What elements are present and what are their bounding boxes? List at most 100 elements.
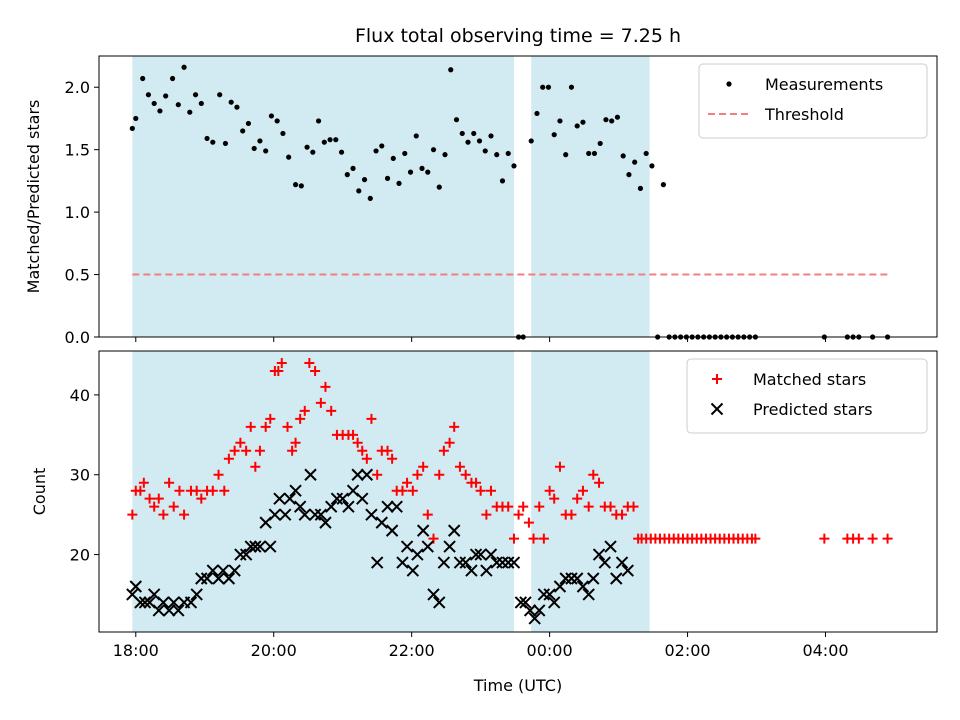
y-tick-label: 0.5 <box>65 266 90 285</box>
predicted-point <box>390 500 403 513</box>
predicted-point <box>167 596 180 609</box>
measurement-point <box>499 178 506 184</box>
chart-title: Flux total observing time = 7.25 h <box>355 25 681 47</box>
predicted-point <box>253 540 267 553</box>
measurement-point <box>407 169 414 175</box>
measurement-point <box>643 150 649 157</box>
measurement-point <box>609 118 615 124</box>
y-tick-label: 2.0 <box>65 78 90 97</box>
measurement-point <box>557 118 563 124</box>
measurement-point <box>379 143 385 149</box>
predicted-point <box>459 556 472 569</box>
measurement-point <box>327 137 333 143</box>
measurement-point <box>471 130 477 137</box>
measurement-point <box>204 135 210 142</box>
x-tick-label: 02:00 <box>664 641 710 660</box>
matched-point <box>617 509 628 520</box>
predicted-point <box>576 580 590 593</box>
measurement-point <box>563 152 569 158</box>
matched-point <box>407 485 418 496</box>
shaded-interval <box>531 56 650 337</box>
predicted-point <box>496 556 509 569</box>
predicted-point <box>336 492 349 505</box>
measurement-point <box>361 177 368 183</box>
predicted-point <box>381 500 394 513</box>
y-tick-label: 0.0 <box>65 328 90 347</box>
predicted-point <box>319 516 332 529</box>
measurement-point <box>356 188 362 194</box>
predicted-point <box>433 596 446 609</box>
predicted-point <box>268 508 282 521</box>
legend-label: Threshold <box>764 105 844 124</box>
measurement-point <box>540 84 546 90</box>
measurement-point <box>660 182 667 188</box>
x-tick-label: 22:00 <box>389 641 435 660</box>
predicted-point <box>421 540 434 553</box>
matched-point <box>168 501 179 512</box>
matched-point <box>444 437 455 448</box>
matched-point <box>295 413 306 424</box>
predicted-point <box>507 556 521 569</box>
measurement-point <box>626 172 632 178</box>
measurement-point <box>402 150 408 157</box>
y-axis-title: Matched/Predicted stars <box>24 100 43 294</box>
matched-point <box>867 533 878 544</box>
measurement-point <box>436 184 442 190</box>
predicted-point <box>474 548 487 561</box>
measurement-point <box>292 182 299 188</box>
matched-point <box>534 501 545 512</box>
measurement-point <box>333 137 339 143</box>
predicted-point <box>375 516 388 529</box>
matched-point <box>223 453 234 464</box>
predicted-point <box>298 508 311 521</box>
predicted-point <box>172 604 185 617</box>
measurement-point <box>413 133 419 139</box>
legend-label: Matched stars <box>753 370 866 389</box>
measurement-point <box>396 180 402 186</box>
matched-point <box>207 485 218 496</box>
predicted-point <box>465 564 478 577</box>
measurement-point <box>169 75 176 82</box>
predicted-point <box>162 604 176 617</box>
predicted-point <box>370 556 384 569</box>
predicted-point <box>396 556 409 569</box>
measurement-point <box>574 123 580 129</box>
predicted-point <box>443 540 456 553</box>
predicted-point <box>502 556 515 569</box>
predicted-point <box>206 564 220 577</box>
measurement-point <box>228 99 234 105</box>
matched-point <box>481 509 492 520</box>
measurement-point <box>268 113 275 119</box>
predicted-point <box>400 540 414 553</box>
predicted-point <box>570 572 584 585</box>
matched-point <box>219 485 230 496</box>
matched-point <box>135 485 146 496</box>
matched-point <box>153 493 164 504</box>
measurement-point <box>157 108 163 114</box>
measurement-point <box>344 172 350 178</box>
matched-point <box>471 477 482 488</box>
predicted-point <box>228 564 241 577</box>
measurement-point <box>210 139 216 145</box>
measurement-point <box>448 67 454 73</box>
measurement-point <box>511 163 517 169</box>
y-tick-label: 1.5 <box>65 141 90 160</box>
measurement-point <box>373 148 379 154</box>
matched-point <box>449 421 460 432</box>
measurement-point <box>390 155 396 162</box>
matched-point <box>412 469 423 480</box>
measurement-point <box>133 115 139 122</box>
predicted-point <box>356 492 369 505</box>
measurement-point <box>240 128 246 134</box>
y-tick-label: 1.0 <box>65 203 90 222</box>
measurement-point <box>459 130 465 137</box>
matched-point <box>158 509 169 520</box>
predicted-point <box>234 548 247 561</box>
matched-point <box>594 477 605 488</box>
measurement-point <box>442 152 448 158</box>
matched-point <box>554 461 565 472</box>
predicted-point <box>195 572 208 585</box>
legend-marker <box>710 402 724 416</box>
predicted-point <box>480 564 493 577</box>
